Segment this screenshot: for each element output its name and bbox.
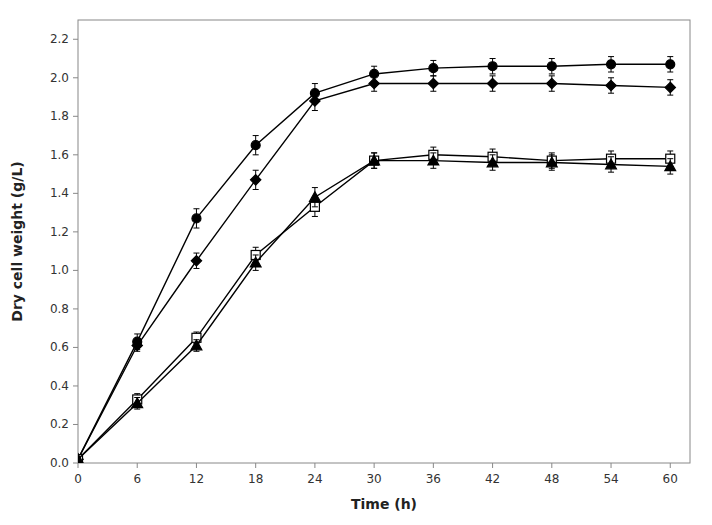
series	[78, 57, 675, 463]
chart-container: 0 6 12 18 24 30 36 42 48 54 60 0.0 0.2 0.4 0.6 0.8 1.0 1.…	[0, 0, 712, 525]
y-tick-label: 1.0	[50, 263, 69, 277]
point	[428, 78, 438, 88]
series-line	[78, 64, 670, 459]
y-tick-label: 1.6	[50, 148, 69, 162]
x-tick-label: 48	[544, 472, 559, 486]
x-tick-label: 36	[426, 472, 441, 486]
y-tick	[73, 270, 78, 271]
point	[665, 161, 676, 171]
series-line	[78, 84, 670, 460]
chart: 0 6 12 18 24 30 36 42 48 54 60 0.0 0.2 0.4 0.6 0.8 1.0 1.…	[0, 0, 712, 525]
y-tick-label: 0.0	[50, 456, 69, 470]
point	[191, 256, 201, 266]
x-tick-label: 0	[74, 472, 82, 486]
x-tick-label: 54	[603, 472, 618, 486]
point	[369, 155, 380, 165]
x-tick	[492, 463, 493, 468]
y-tick	[73, 154, 78, 155]
x-tick	[255, 463, 256, 468]
plot-frame	[78, 20, 690, 463]
x-tick-label: 18	[248, 472, 263, 486]
x-tick	[611, 463, 612, 468]
series-line	[78, 155, 670, 459]
plot-area	[78, 57, 676, 463]
x-tick-label: 6	[133, 472, 141, 486]
y-tick-label: 1.2	[50, 225, 69, 239]
y-axis-title: Dry cell weight (g/L)	[9, 161, 25, 321]
point	[251, 175, 261, 185]
y-tick-label: 0.4	[50, 379, 69, 393]
x-tick	[314, 463, 315, 468]
point	[547, 62, 556, 71]
point	[606, 159, 617, 169]
y-tick	[73, 385, 78, 386]
point	[665, 82, 675, 92]
point	[488, 62, 497, 71]
y-tick-label: 1.4	[50, 186, 69, 200]
series-line	[78, 161, 670, 460]
point	[487, 78, 497, 88]
x-tick-label: 42	[485, 472, 500, 486]
x-axis-title: Time (h)	[351, 496, 417, 512]
point	[251, 141, 260, 150]
x-tick-label: 12	[189, 472, 204, 486]
x-tick-label: 24	[307, 472, 322, 486]
point	[487, 157, 498, 167]
y-tick	[73, 193, 78, 194]
x-tick	[78, 463, 79, 468]
y-tick-label: 1.8	[50, 109, 69, 123]
x-tick	[137, 463, 138, 468]
y-tick	[73, 116, 78, 117]
x-tick-label: 60	[663, 472, 678, 486]
point	[547, 78, 557, 88]
y-tick-label: 0.8	[50, 302, 69, 316]
y-tick-label: 2.0	[50, 71, 69, 85]
y-tick-label: 2.2	[50, 32, 69, 46]
y-tick-label: 0.2	[50, 417, 69, 431]
point	[310, 192, 321, 202]
x-tick	[196, 463, 197, 468]
point	[132, 340, 142, 350]
series	[78, 153, 676, 463]
x-tick	[551, 463, 552, 468]
point	[429, 64, 438, 73]
point	[606, 80, 616, 90]
series	[78, 76, 675, 463]
point	[192, 214, 201, 223]
x-tick	[374, 463, 375, 468]
series	[78, 147, 675, 463]
x-tick	[433, 463, 434, 468]
x-tick-label: 30	[366, 472, 381, 486]
y-tick	[73, 231, 78, 232]
y-tick	[73, 347, 78, 348]
point	[191, 340, 202, 350]
point	[666, 60, 675, 69]
y-tick-label: 0.6	[50, 340, 69, 354]
point	[607, 60, 616, 69]
point	[250, 257, 261, 267]
y-tick	[73, 424, 78, 425]
y-tick	[73, 308, 78, 309]
x-tick	[670, 463, 671, 468]
point	[370, 156, 379, 165]
point	[369, 78, 379, 88]
point	[78, 454, 83, 463]
point	[310, 96, 320, 106]
y-tick	[73, 463, 78, 464]
y-tick	[73, 39, 78, 40]
point	[132, 398, 143, 408]
point	[546, 157, 557, 167]
page: {"chart_data": { "type": "line", "x": [0…	[0, 0, 712, 525]
point	[428, 155, 439, 165]
y-tick	[73, 77, 78, 78]
